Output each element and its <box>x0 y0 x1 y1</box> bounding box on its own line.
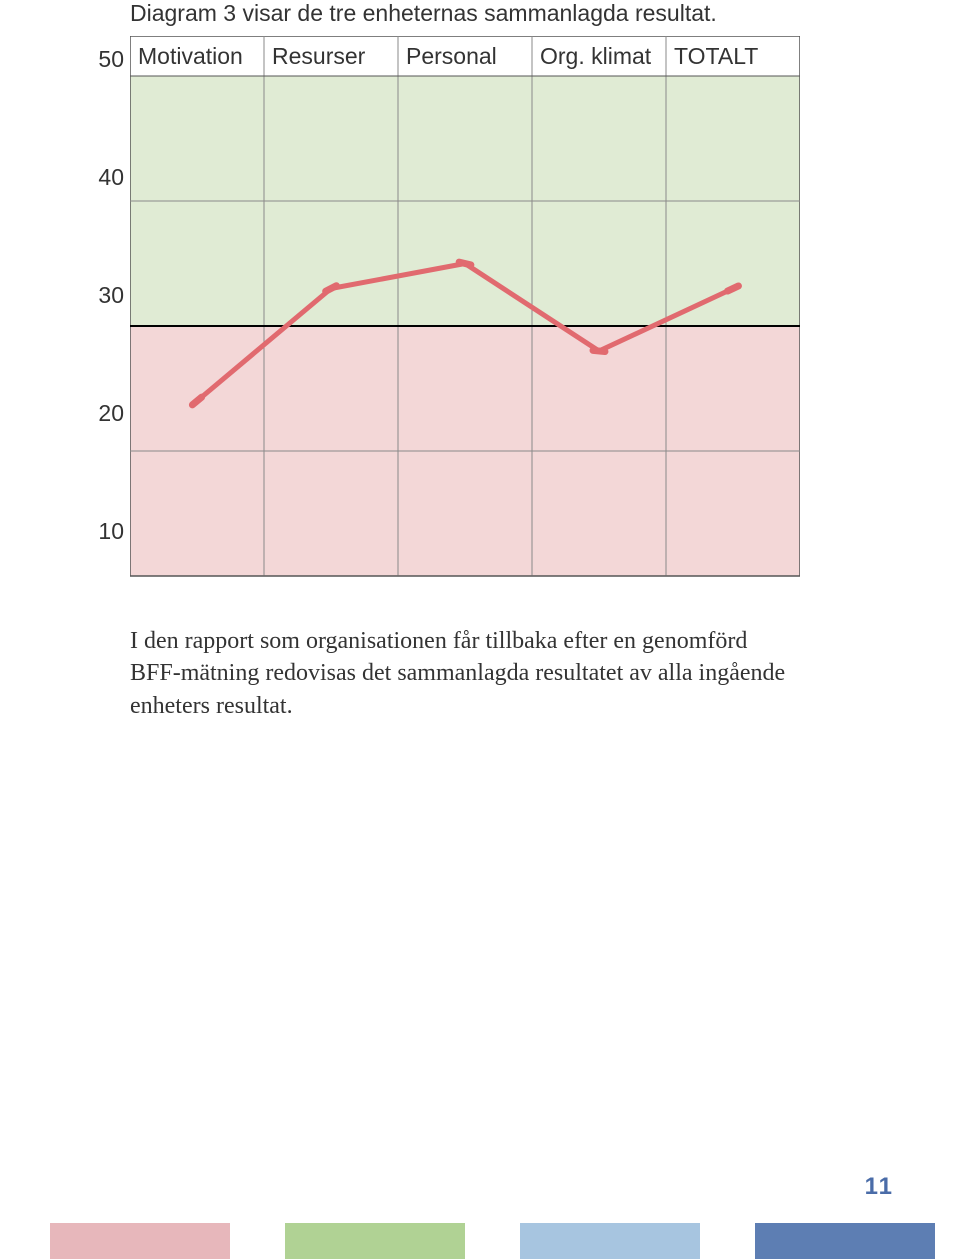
footer-bar-1 <box>50 1223 230 1259</box>
footer-bar-4 <box>755 1223 935 1259</box>
svg-text:Org. klimat: Org. klimat <box>540 43 652 69</box>
ytick-10: 10 <box>88 518 124 545</box>
ytick-20: 20 <box>88 400 124 427</box>
diagram-heading: Diagram 3 visar de tre enheternas samman… <box>130 0 717 27</box>
svg-text:TOTALT: TOTALT <box>674 43 758 69</box>
footer-bar-2 <box>285 1223 465 1259</box>
ytick-40: 40 <box>88 164 124 191</box>
body-paragraph: I den rapport som organisationen får til… <box>130 625 800 722</box>
result-chart: Motivation Resurser Personal Org. klimat TOT… <box>130 36 800 596</box>
ytick-50: 50 <box>88 46 124 73</box>
footer-bar-3 <box>520 1223 700 1259</box>
svg-text:Motivation: Motivation <box>138 43 243 69</box>
ytick-30: 30 <box>88 282 124 309</box>
svg-text:Resurser: Resurser <box>272 43 366 69</box>
svg-text:Personal: Personal <box>406 43 497 69</box>
footer-color-bars <box>0 1223 960 1259</box>
page-number: 11 <box>865 1173 894 1201</box>
